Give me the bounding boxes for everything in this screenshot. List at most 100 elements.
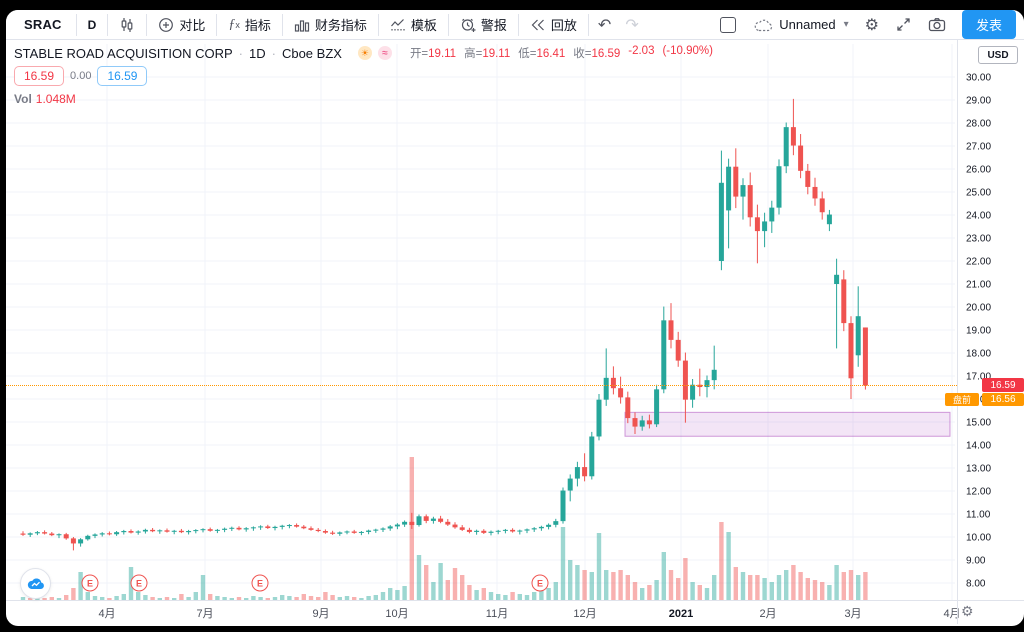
candlestick-icon [119,17,135,33]
premarket-label-tag: 盘前 [945,393,979,406]
publish-button[interactable]: 发表 [961,10,1016,39]
alert-button[interactable]: 警报 [451,12,516,37]
svg-text:10月: 10月 [385,608,408,620]
svg-text:20.00: 20.00 [966,303,991,314]
svg-text:10.00: 10.00 [966,533,991,544]
svg-text:7月: 7月 [196,608,213,620]
close-value: 16.59 [591,48,621,60]
svg-text:11月: 11月 [486,608,508,620]
rewind-icon [530,17,546,33]
svg-text:2月: 2月 [759,608,776,620]
svg-text:30.00: 30.00 [966,73,991,84]
cloud-chart-icon [27,577,45,590]
replay-button[interactable]: 回放 [521,12,586,37]
svg-text:9月: 9月 [312,608,329,620]
price-axis[interactable] [958,40,1024,600]
fullscreen-icon[interactable] [887,16,920,33]
chart-legend: STABLE ROAD ACQUISITION CORP · 1D · Cboe… [14,45,713,106]
last-price-line [6,385,957,386]
symbol-label: SRAC [24,17,62,32]
extended-hours-icon: ≈ [377,46,392,60]
sell-price-button[interactable]: 16.59 [14,66,65,86]
svg-text:4月: 4月 [943,608,960,620]
app-window: 30.00 29.00 28.00 27.00 26.00 25.00 24.00 23.00… [6,10,1024,626]
svg-text:17.00: 17.00 [966,372,991,383]
fundamentals-button[interactable]: 财务指标 [285,12,376,37]
svg-text:4月: 4月 [98,608,115,620]
change-pct-value: (-10.90%) [662,45,713,57]
separator [377,13,379,36]
svg-text:12月: 12月 [573,608,596,620]
svg-text:E: E [537,578,543,588]
svg-text:3月: 3月 [844,608,861,620]
separator-dot: · [271,45,276,61]
low-value: 16.41 [536,48,566,60]
layout-select-icon[interactable] [720,16,737,33]
time-axis[interactable] [6,601,955,624]
ohlc-readout: 开=19.11 高=19.11 低=16.41 收=16.59 -2.03 (-… [409,45,713,60]
svg-text:19.00: 19.00 [966,326,991,337]
svg-text:E: E [257,578,263,588]
svg-text:14.00: 14.00 [966,441,991,452]
layout-name-button[interactable]: Unnamed ▾ [746,14,856,35]
svg-text:15.00: 15.00 [966,418,991,429]
separator [447,13,449,36]
svg-text:27.00: 27.00 [966,142,991,153]
symbol-title[interactable]: STABLE ROAD ACQUISITION CORP [14,45,233,61]
volume-readout: Vol 1.048M [14,92,76,106]
change-value: -2.03 [628,45,655,57]
separator-dot: · [238,45,243,61]
circle-plus-icon [158,17,174,33]
template-chart-icon [390,17,406,33]
svg-text:24.00: 24.00 [966,211,991,222]
open-value: 19.11 [428,48,457,60]
interval-button[interactable]: D [87,17,97,32]
cloud-chart-button[interactable] [20,568,51,599]
separator [281,13,283,36]
separator [587,13,589,36]
symbol-search-button[interactable]: SRAC [18,14,74,35]
chart-canvas[interactable]: 30.00 29.00 28.00 27.00 26.00 25.00 24.00 23.00… [6,10,1024,626]
svg-text:12.00: 12.00 [966,487,991,498]
svg-text:E: E [136,578,142,588]
premarket-sun-icon: ☀ [357,46,372,60]
svg-text:26.00: 26.00 [966,165,991,176]
legend-interval[interactable]: 1D [248,45,266,61]
undo-button[interactable]: ↶ [597,16,612,34]
svg-text:28.00: 28.00 [966,119,991,130]
time-axis-settings-icon[interactable]: ⚙ [961,603,974,619]
svg-text:29.00: 29.00 [966,96,991,107]
svg-text:9.00: 9.00 [966,556,986,567]
svg-text:18.00: 18.00 [966,349,991,360]
svg-text:2021: 2021 [669,608,693,620]
svg-text:11.00: 11.00 [966,510,991,521]
buy-price-button[interactable]: 16.59 [97,66,148,86]
high-value: 19.11 [482,48,511,60]
last-price-tag: 16.59 [982,378,1024,392]
svg-text:25.00: 25.00 [966,188,991,199]
svg-text:8.00: 8.00 [966,579,986,590]
cloud-save-icon [754,18,773,32]
snapshot-camera-icon[interactable] [920,17,954,32]
redo-button[interactable]: ↷ [625,16,639,34]
svg-text:23.00: 23.00 [966,234,991,245]
separator [216,13,218,36]
svg-text:E: E [87,578,93,588]
svg-text:13.00: 13.00 [966,464,991,475]
svg-text:21.00: 21.00 [966,280,991,291]
spread-value: 0.00 [70,70,92,82]
alarm-clock-icon [460,17,476,33]
chart-style-button[interactable] [110,14,144,36]
compare-button[interactable]: 对比 [149,12,214,37]
svg-text:22.00: 22.00 [966,257,991,268]
legend-exchange: Cboe BZX [281,45,342,61]
premarket-price-tag: 16.56 [982,393,1024,406]
separator [107,13,109,36]
settings-gear-icon[interactable]: ⚙ [864,16,879,34]
chevron-down-icon: ▾ [843,19,849,30]
templates-button[interactable]: 模板 [381,12,446,37]
bar-chart-icon [294,17,310,33]
